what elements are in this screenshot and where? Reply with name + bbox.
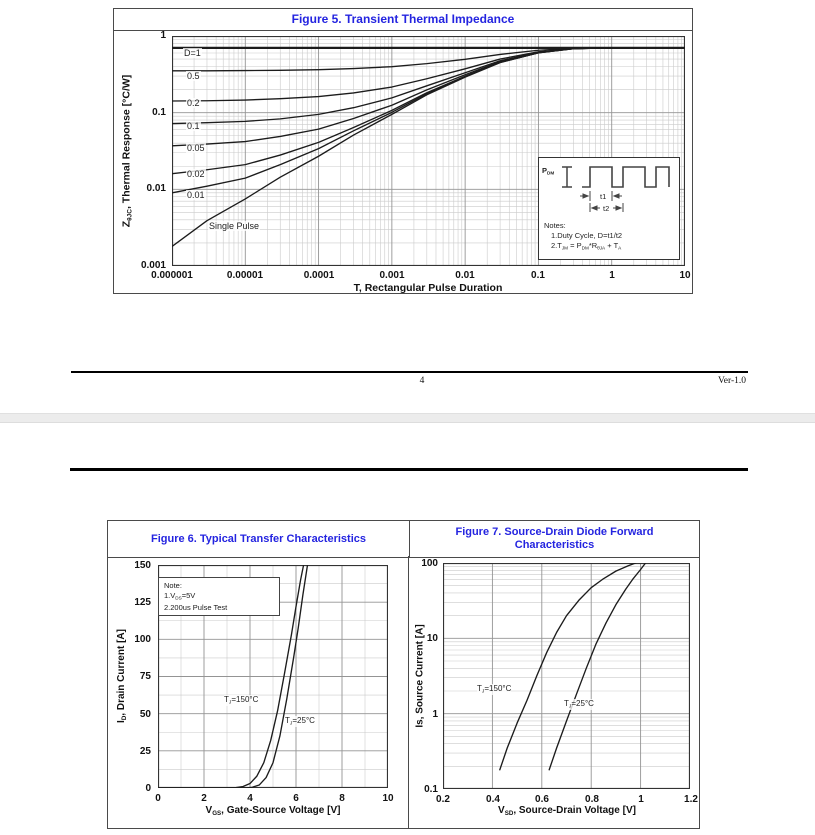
fig6-y-tick: 75 (139, 671, 151, 682)
page-separator (0, 413, 815, 423)
fig7-x-tick: 1.2 (684, 794, 698, 805)
curve-label-fig7-tj150: TJ=150°C (477, 684, 512, 695)
fig5-x-tick: 0.00001 (226, 270, 264, 281)
curve-label-d05: 0.5 (186, 71, 201, 81)
fig5-y-tick: 0.01 (146, 183, 166, 194)
fig5-x-tick: 0.000001 (151, 270, 193, 281)
fig7-x-tick: 0.8 (585, 794, 599, 805)
page-footer-rule (71, 371, 748, 373)
fig6-x-tick: 8 (339, 793, 345, 804)
fig5-x-tick: 0.0001 (303, 270, 335, 281)
fig6-y-tick: 125 (134, 597, 151, 608)
fig7-chart-svg (443, 563, 690, 789)
fig6-y-tick: 100 (134, 634, 151, 645)
fig6-y-tick: 150 (134, 560, 151, 571)
curve-label-d001: 0.01 (186, 190, 206, 200)
fig6-note-title: Note: (164, 581, 182, 590)
fig6-note-box: Note: 1.VDS=5V 2.200us Pulse Test (158, 577, 280, 617)
fig7-x-tick: 0.6 (535, 794, 549, 805)
fig7-x-tick: 1 (638, 794, 644, 805)
curve-label-fig6-tj150: TJ=150°C (224, 695, 259, 706)
inset-notes-title: Notes: (544, 221, 566, 230)
series-TJ=25°C (548, 563, 647, 771)
inset-pdm-label: PDM (542, 166, 555, 176)
fig5-x-tick: 0.01 (455, 270, 475, 281)
fig6-y-axis-title: ID, Drain Current [A] (115, 629, 129, 723)
curve-label-d01: 0.1 (186, 121, 201, 131)
fig6-x-tick: 2 (201, 793, 207, 804)
figures-panel: Figure 6. Typical Transfer Characteristi… (107, 520, 700, 829)
fig7-x-tick: 0.4 (486, 794, 500, 805)
fig6-y-tick: 0 (145, 783, 151, 794)
fig5-x-tick: 0.1 (531, 270, 545, 281)
curve-label-fig7-tj25: TJ=25°C (564, 699, 594, 710)
fig7-x-axis-title: VSD, Source-Drain Voltage [V] (498, 805, 636, 818)
fig5-y-tick: 0.1 (152, 107, 166, 118)
fig6-x-tick: 10 (382, 793, 394, 804)
fig7-y-axis-title: Is, Source Current [A] (414, 624, 426, 728)
figure5-panel: Figure 5. Transient Thermal Impedance (113, 8, 693, 294)
curve-label-d1: D=1 (183, 48, 202, 58)
version-label: Ver-1.0 (717, 376, 746, 386)
fig5-y-tick: 1 (160, 30, 166, 41)
panel-divider (408, 556, 409, 829)
figure5-title: Figure 5. Transient Thermal Impedance (114, 9, 692, 31)
fig6-y-tick: 50 (139, 709, 151, 720)
fig6-x-axis-title: VGS, Gate-Source Voltage [V] (205, 805, 341, 818)
fig7-y-tick: 1 (432, 709, 438, 720)
series-0.05 (172, 47, 685, 147)
series-TJ=150°C (499, 563, 637, 771)
page-number: 4 (419, 376, 425, 386)
fig6-x-tick: 4 (247, 793, 253, 804)
curve-label-fig6-tj25: TJ=25°C (285, 716, 315, 727)
fig6-note-line2: 2.200us Pulse Test (164, 602, 228, 612)
fig7-y-tick: 100 (421, 558, 438, 569)
fig5-y-tick: 0.001 (140, 260, 166, 271)
fig7-x-tick: 0.2 (436, 794, 450, 805)
fig6-note-line1: 1.VDS=5V (164, 590, 196, 601)
fig6-y-tick: 25 (139, 746, 151, 757)
inset-t1-label: t1 (600, 192, 607, 201)
inset-note-1: 1.Duty Cycle, D=t1/t2 (551, 231, 623, 240)
inset-waveform-svg (562, 166, 670, 212)
page2-header-rule (70, 468, 748, 471)
fig7-y-tick: 0.1 (424, 784, 438, 795)
curve-label-single-pulse: Single Pulse (208, 221, 261, 231)
inset-t2-label: t2 (603, 204, 610, 213)
fig6-x-tick: 6 (293, 793, 299, 804)
fig5-x-axis-title: T, Rectangular Pulse Duration (353, 282, 503, 294)
fig6-chart-svg (158, 565, 388, 788)
inset-note-2: 2.TJM = PDM*RθJA + TA (551, 241, 622, 251)
series-Single Pulse (172, 47, 685, 248)
figure7-title: Figure 7. Source-Drain Diode Forward Cha… (455, 526, 654, 551)
fig5-x-tick: 0.001 (379, 270, 405, 281)
curve-label-d005: 0.05 (186, 143, 206, 153)
fig5-x-tick: 10 (679, 270, 691, 281)
curve-label-d002: 0.02 (186, 169, 206, 179)
curve-label-d02: 0.2 (186, 98, 201, 108)
fig7-y-tick: 10 (426, 633, 438, 644)
fig6-x-tick: 0 (155, 793, 161, 804)
figure6-title: Figure 6. Typical Transfer Characteristi… (108, 521, 410, 557)
fig5-y-axis-title: ZθJC, Thermal Response [°C/W] (120, 74, 134, 228)
fig5-x-tick: 1 (609, 270, 615, 281)
series-TJ=25°C (158, 565, 309, 788)
